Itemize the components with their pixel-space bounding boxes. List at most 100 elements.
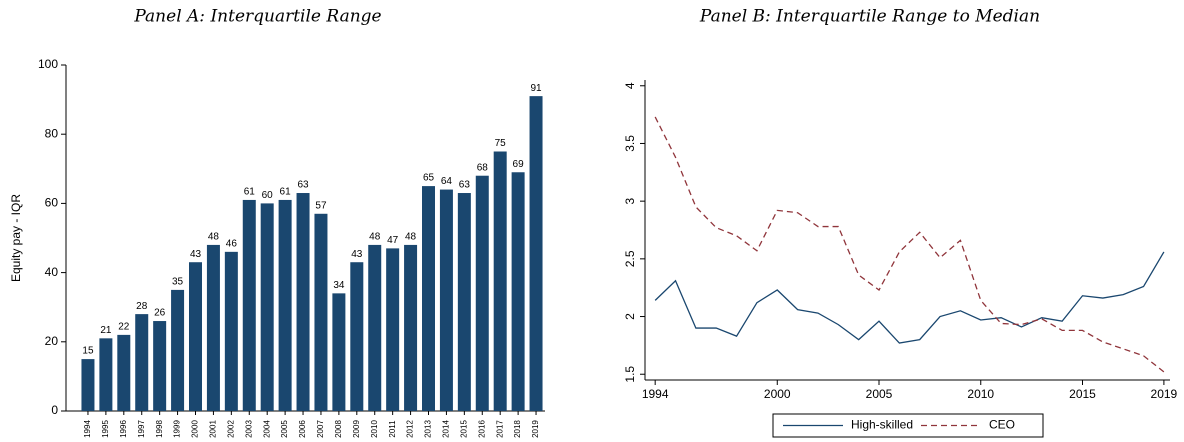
value-label: 63 <box>459 180 471 191</box>
bar <box>493 151 507 411</box>
panel-a-title: Panel A: Interquartile Range <box>133 7 381 27</box>
panel-b-title: Panel B: Interquartile Range to Median <box>699 7 1040 27</box>
value-label: 68 <box>477 162 489 173</box>
x-tick-label: 2014 <box>442 420 451 438</box>
x-tick-label: 2019 <box>531 420 540 438</box>
bar <box>529 96 543 411</box>
x-tick-label: 2018 <box>513 420 522 438</box>
y-tick-label: 2.5 <box>623 250 637 267</box>
y-axis-label: Equity pay - IQR <box>9 194 23 282</box>
bar <box>206 244 220 411</box>
line-series <box>654 116 1165 373</box>
value-label: 60 <box>262 190 274 201</box>
x-tick-label: 2005 <box>280 420 289 438</box>
bar <box>99 338 113 411</box>
bar <box>296 193 310 411</box>
x-tick-label: 2012 <box>406 420 415 438</box>
y-tick-label: 4 <box>623 82 637 89</box>
bar <box>135 314 149 411</box>
x-tick-label: 2003 <box>244 420 253 438</box>
bar <box>404 244 418 411</box>
bar <box>314 213 328 411</box>
x-tick-label: 2000 <box>191 420 200 438</box>
value-label: 28 <box>136 301 148 312</box>
bar <box>332 293 346 411</box>
legend-box <box>772 413 1044 438</box>
value-label: 43 <box>190 249 202 260</box>
value-label: 61 <box>280 187 292 198</box>
bar <box>260 203 274 411</box>
x-tick-label: 2010 <box>967 387 994 401</box>
x-tick-label: 1994 <box>642 387 669 401</box>
x-tick-label: 1994 <box>83 420 92 438</box>
legend-label: CEO <box>989 418 1015 432</box>
x-tick-label: 2000 <box>764 387 791 401</box>
y-tick-label: 100 <box>38 57 58 71</box>
x-tick-label: 2008 <box>334 420 343 438</box>
value-label: 48 <box>208 232 220 243</box>
value-label: 43 <box>351 249 363 260</box>
x-tick-label: 2015 <box>1069 387 1096 401</box>
value-label: 63 <box>297 180 309 191</box>
bar <box>422 186 435 411</box>
x-tick-label: 2001 <box>209 420 218 438</box>
y-tick-label: 80 <box>45 126 59 140</box>
x-tick-label: 2002 <box>226 420 235 438</box>
bar <box>171 289 185 411</box>
x-tick-label: 1997 <box>137 420 146 438</box>
value-label: 61 <box>244 187 256 198</box>
bar <box>224 251 238 411</box>
bar <box>189 262 202 411</box>
line-series <box>654 251 1165 344</box>
x-tick-label: 2009 <box>352 420 361 438</box>
bar <box>242 199 256 411</box>
x-tick-label: 2013 <box>424 420 433 438</box>
x-tick-label: 2016 <box>477 420 486 438</box>
value-label: 65 <box>423 173 435 184</box>
y-tick-label: 60 <box>45 196 59 210</box>
bar <box>81 359 95 411</box>
x-tick-label: 2007 <box>316 420 325 438</box>
y-tick-label: 3 <box>623 197 637 204</box>
x-tick-label: 2017 <box>495 420 504 438</box>
value-label: 48 <box>369 232 381 243</box>
x-tick-label: 2019 <box>1151 387 1178 401</box>
value-label: 34 <box>333 280 345 291</box>
x-tick-label: 1998 <box>155 420 164 438</box>
value-label: 22 <box>118 322 130 333</box>
x-tick-label: 1999 <box>173 420 182 438</box>
x-tick-label: 2015 <box>459 420 468 438</box>
y-tick-label: 3.5 <box>623 135 637 152</box>
value-label: 46 <box>226 238 238 249</box>
bar <box>511 172 525 411</box>
value-label: 35 <box>172 277 184 288</box>
x-tick-label: 2004 <box>262 420 271 438</box>
y-tick-label: 0 <box>51 403 58 417</box>
x-tick-label: 1996 <box>119 420 128 438</box>
bar <box>153 321 167 411</box>
value-label: 91 <box>530 83 542 94</box>
x-tick-label: 2011 <box>388 420 397 438</box>
value-label: 75 <box>495 138 507 149</box>
value-label: 57 <box>315 200 327 211</box>
x-tick-label: 2005 <box>866 387 893 401</box>
value-label: 48 <box>405 232 417 243</box>
value-label: 69 <box>513 159 525 170</box>
value-label: 15 <box>82 346 94 357</box>
value-label: 21 <box>100 325 112 336</box>
bar <box>457 193 471 411</box>
value-label: 47 <box>387 235 399 246</box>
bar <box>350 262 364 411</box>
legend-label: High-skilled <box>851 418 913 432</box>
bar <box>368 244 382 411</box>
bar <box>117 334 131 411</box>
y-tick-label: 40 <box>45 265 59 279</box>
bar <box>439 189 453 411</box>
y-tick-label: 1.5 <box>623 366 637 383</box>
value-label: 26 <box>154 308 166 319</box>
x-tick-label: 1995 <box>101 420 110 438</box>
value-label: 64 <box>441 176 453 187</box>
x-tick-label: 2010 <box>370 420 379 438</box>
y-tick-label: 20 <box>45 334 59 348</box>
